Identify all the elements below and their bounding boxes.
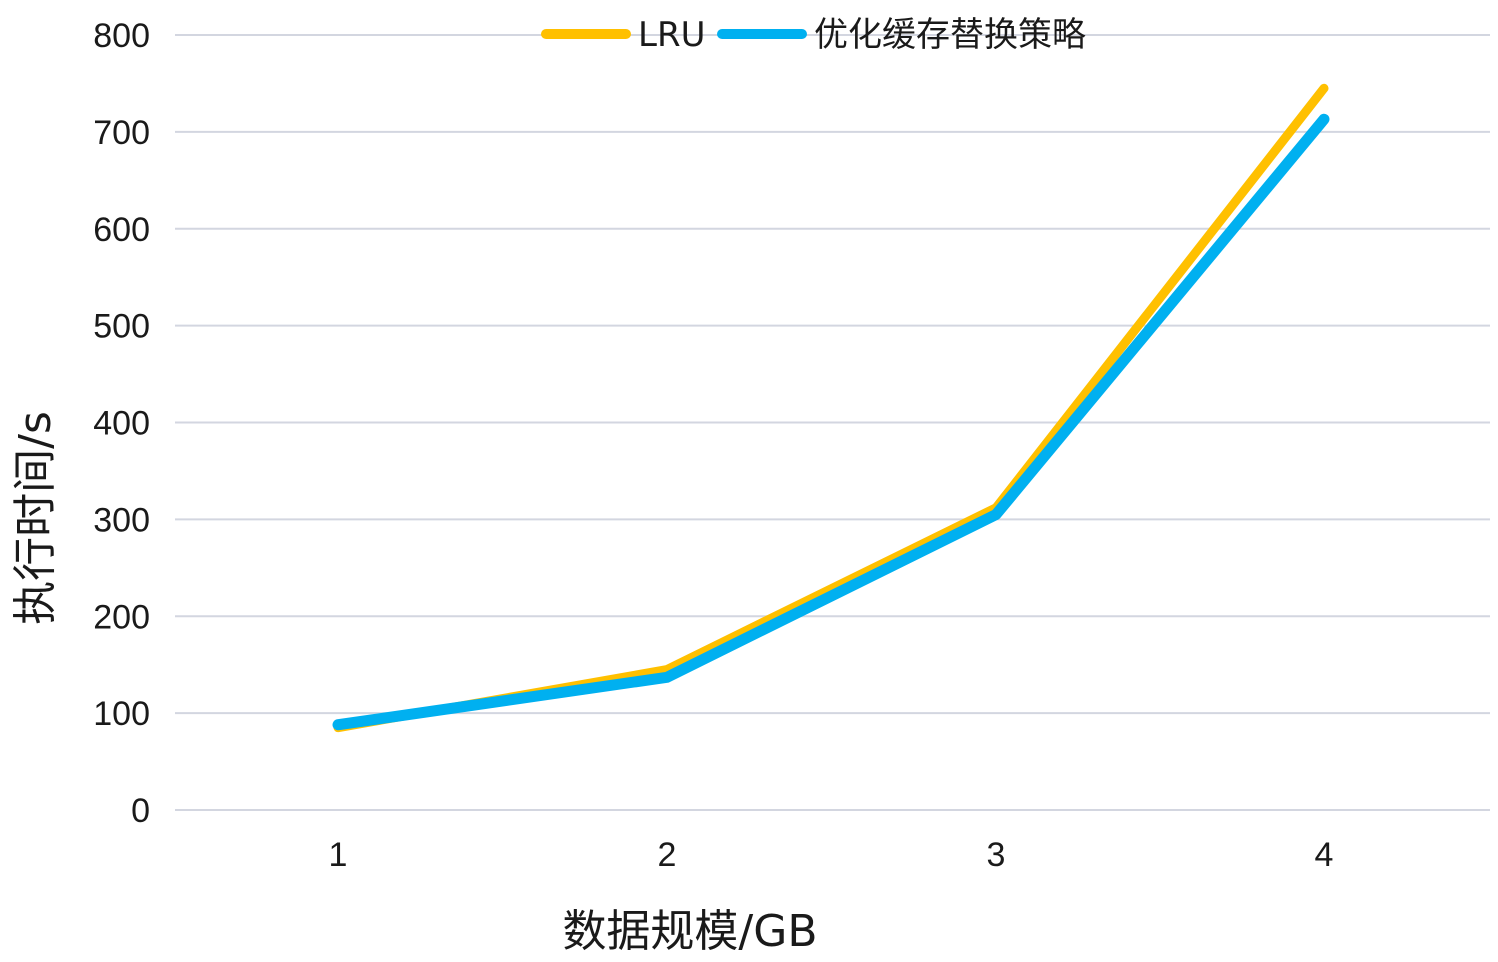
- y-tick-label: 0: [131, 792, 150, 830]
- x-tick-label: 3: [987, 836, 1006, 874]
- x-tick-label: 4: [1315, 836, 1334, 874]
- y-axis-title: 执行时间/s: [10, 411, 61, 625]
- legend: LRU 优化缓存替换策略: [541, 15, 1086, 55]
- legend-label-optimized: 优化缓存替换策略: [814, 15, 1086, 55]
- series-lines: [332, 83, 1330, 733]
- y-tick-label: 300: [93, 501, 150, 539]
- x-tick-label: 2: [658, 836, 677, 874]
- series-line-lru: [333, 83, 1329, 733]
- y-tick-label: 500: [93, 308, 150, 346]
- series-line-optimized: [332, 113, 1330, 731]
- x-tick-label: 1: [329, 836, 348, 874]
- y-tick-label: 200: [93, 598, 150, 636]
- y-tick-label: 400: [93, 405, 150, 443]
- y-tick-label: 100: [93, 695, 150, 733]
- y-tick-label: 600: [93, 211, 150, 249]
- y-tick-label: 700: [93, 114, 150, 152]
- y-axis-ticks: 0 100 200 300 400 500 600 700 800: [93, 17, 150, 830]
- x-axis-ticks: 1 2 3 4: [329, 836, 1334, 874]
- y-tick-label: 800: [93, 17, 150, 55]
- x-axis-title: 数据规模/GB: [562, 906, 817, 957]
- legend-label-lru: LRU: [638, 15, 705, 55]
